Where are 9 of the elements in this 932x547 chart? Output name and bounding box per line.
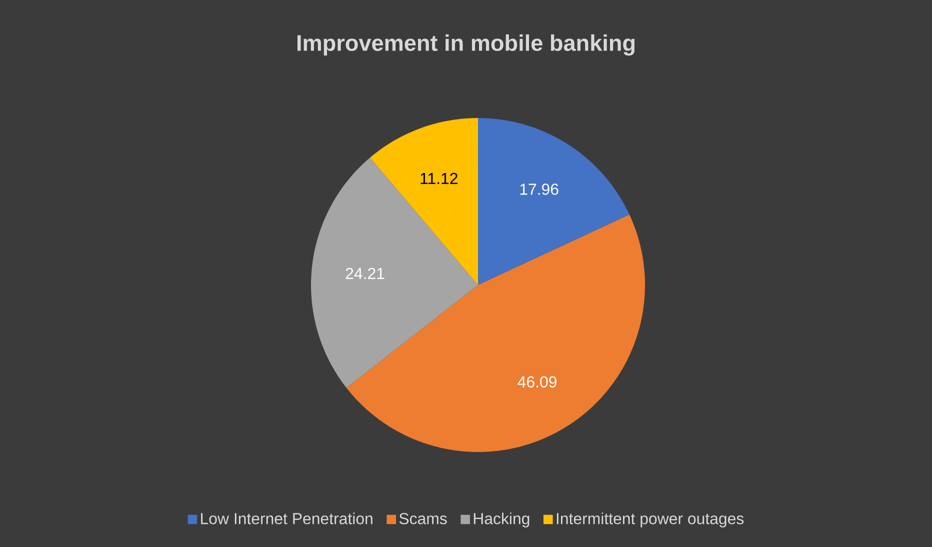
chart-title: Improvement in mobile banking [298, 34, 635, 56]
legend-label: Hacking [474, 512, 530, 528]
legend-label: Low Internet Penetration [201, 512, 372, 524]
data-label: 24.21 [346, 268, 384, 279]
data-label: 17.96 [520, 184, 558, 195]
data-label: 11.12 [420, 172, 458, 184]
data-label: 46.09 [518, 376, 556, 388]
legend-label: Scams [399, 512, 447, 524]
legend-label: Intermittent power outages [556, 512, 744, 528]
